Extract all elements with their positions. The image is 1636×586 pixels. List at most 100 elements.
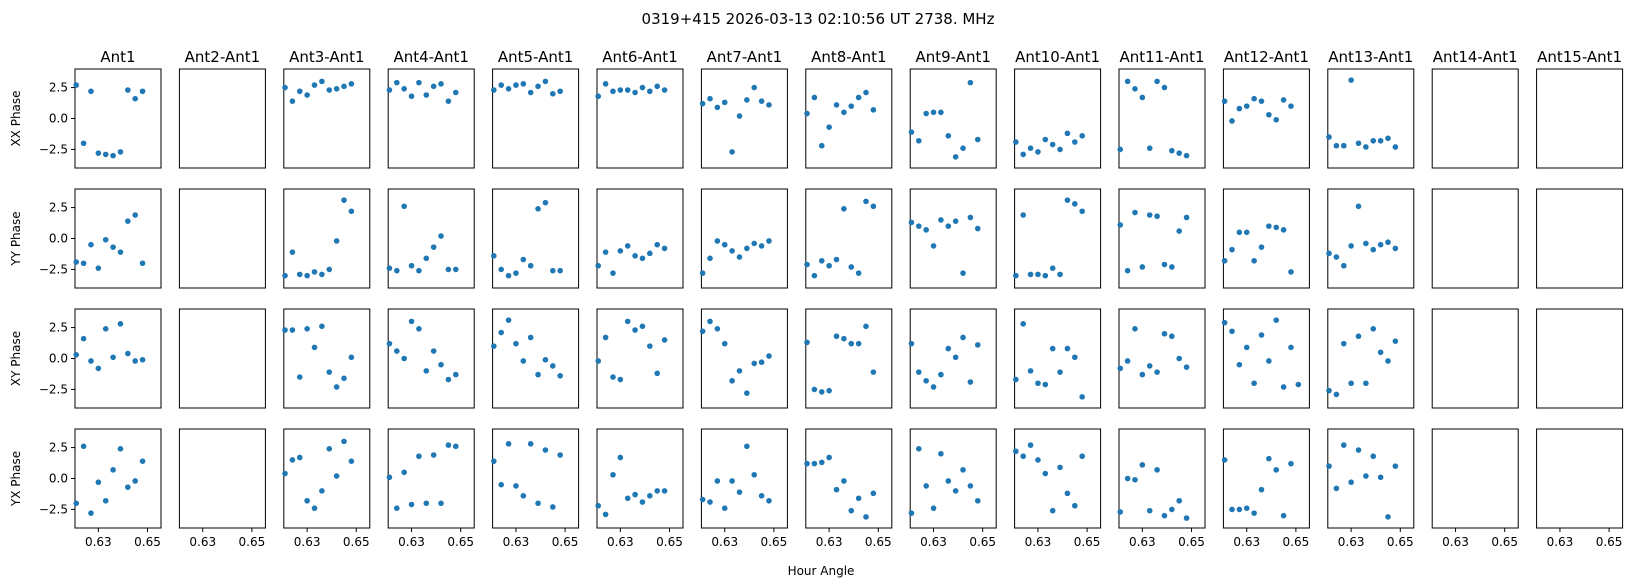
data-point	[766, 497, 772, 504]
data-point	[833, 486, 840, 493]
panel-frame	[1536, 188, 1624, 289]
data-point	[408, 262, 415, 269]
data-point	[401, 86, 407, 92]
data-point	[647, 493, 653, 499]
data-point	[139, 356, 146, 363]
data-point	[1280, 227, 1287, 233]
x-tick-label: 0.65	[1491, 535, 1518, 549]
data-point	[1042, 272, 1049, 279]
y-tick-label: 0.0	[49, 112, 68, 126]
data-point	[535, 83, 541, 90]
data-point	[88, 88, 94, 95]
data-point	[661, 245, 668, 252]
data-point	[960, 334, 966, 341]
data-point	[1348, 479, 1354, 486]
data-point	[348, 208, 355, 215]
data-point	[1236, 361, 1243, 368]
data-point	[1363, 144, 1369, 150]
data-point	[1154, 213, 1160, 220]
panel: 2.5 0.0 −2.5 0.63 0.65	[39, 428, 162, 549]
panel	[1221, 308, 1310, 409]
data-point	[438, 361, 444, 368]
data-point	[1161, 330, 1168, 337]
x-tick-label: 0.63	[189, 535, 216, 549]
data-point	[714, 238, 721, 244]
panel-frame	[1222, 68, 1310, 169]
panel-frame	[1536, 308, 1624, 409]
data-point	[714, 478, 721, 484]
data-point	[304, 326, 310, 332]
data-point	[438, 500, 444, 507]
panel: Ant7-Ant1	[699, 48, 788, 169]
data-point	[319, 323, 325, 330]
data-point	[848, 340, 855, 347]
x-tick-label: 0.65	[1074, 535, 1101, 549]
data-point	[1027, 368, 1034, 374]
data-point	[699, 100, 706, 107]
panel-frame	[1431, 308, 1519, 409]
data-point	[1243, 229, 1250, 236]
data-point	[542, 78, 549, 85]
panel	[1536, 308, 1624, 409]
x-tick-label: 0.63	[1547, 535, 1574, 549]
data-point	[863, 514, 869, 520]
data-point	[394, 267, 400, 274]
data-point	[1273, 116, 1280, 123]
data-point	[960, 145, 966, 151]
data-point	[110, 152, 116, 159]
data-point	[311, 82, 318, 88]
data-point	[95, 479, 102, 486]
data-point	[282, 470, 288, 477]
data-point	[527, 441, 534, 447]
data-point	[520, 81, 527, 87]
data-point	[639, 84, 646, 91]
data-point	[408, 501, 415, 508]
data-point	[967, 483, 974, 489]
data-point	[1258, 244, 1265, 250]
y-tick-label: 0.0	[49, 232, 68, 246]
data-point	[855, 340, 862, 347]
data-point	[348, 81, 355, 87]
panel-frame	[1014, 188, 1102, 289]
data-point	[304, 272, 310, 279]
data-point	[1251, 257, 1257, 264]
panel-frame	[1222, 188, 1310, 289]
data-point	[513, 270, 519, 276]
data-point	[416, 326, 422, 332]
data-point	[1064, 197, 1071, 203]
panel	[1221, 188, 1310, 289]
data-point	[699, 496, 706, 503]
column-title: Ant8-Ant1	[811, 48, 886, 66]
data-point	[1288, 460, 1294, 467]
data-point	[132, 358, 138, 364]
panel-frame	[492, 188, 580, 289]
data-point	[542, 447, 549, 453]
data-point	[1363, 473, 1369, 479]
data-point	[110, 244, 116, 250]
data-point	[520, 358, 527, 364]
panel	[1117, 308, 1206, 409]
data-point	[930, 243, 937, 249]
data-point	[1333, 254, 1340, 260]
data-point	[1079, 394, 1085, 400]
data-point	[408, 318, 415, 325]
panel-frame	[74, 428, 162, 529]
data-point	[1169, 147, 1175, 154]
data-point	[923, 110, 929, 117]
data-point	[1057, 369, 1063, 375]
data-point	[1183, 364, 1190, 370]
panel-frame	[492, 308, 580, 409]
data-point	[1355, 203, 1362, 210]
data-point	[811, 386, 818, 393]
data-point	[1280, 512, 1287, 519]
data-point	[610, 471, 616, 478]
panel-frame	[1014, 68, 1102, 169]
row-label: YY Phase	[9, 211, 23, 266]
data-point	[1385, 239, 1391, 246]
data-point	[1132, 209, 1138, 216]
data-point	[527, 262, 534, 269]
data-point	[1355, 140, 1362, 147]
panel-frame	[909, 308, 997, 409]
data-point	[729, 248, 735, 254]
data-point	[1326, 134, 1332, 140]
